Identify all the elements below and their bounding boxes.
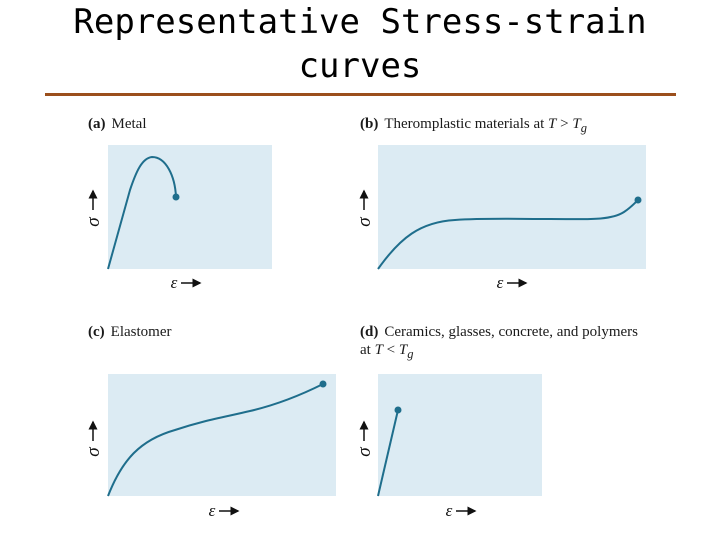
panel-d-curve <box>377 409 399 497</box>
panel-b-x-axis-symbol: ε <box>497 273 504 292</box>
panel-b-sub: g <box>580 121 587 135</box>
panel-c-y-axis-symbol: σ <box>83 447 104 457</box>
panel-d-title-line1: Ceramics, glasses, concrete, and polymer… <box>384 324 639 340</box>
panel-c-label: (c) Elastomer <box>88 323 171 341</box>
panel-b-sym: T <box>572 116 581 132</box>
panel-b-letter: (b) <box>360 116 379 132</box>
panel-b-var: T <box>548 116 557 132</box>
panel-d-op: < <box>382 342 399 358</box>
panel-c-x-axis-symbol: ε <box>209 501 216 520</box>
panel-a-fracture-point <box>172 193 180 201</box>
panel-a-letter: (a) <box>88 116 106 132</box>
panel-d-y-axis-symbol: σ <box>354 447 375 457</box>
panel-d-letter: (d) <box>360 324 379 340</box>
panel-c-fracture-point <box>319 380 327 388</box>
panel-c-curve <box>107 383 324 497</box>
panel-b-title: Theromplastic materials at <box>384 116 549 132</box>
panel-b-label: (b) Theromplastic materials at T > Tg <box>360 115 587 137</box>
panel-b-op: > <box>556 116 573 132</box>
panel-d-sym: T <box>398 342 408 358</box>
panel-b-fracture-point <box>634 196 642 204</box>
panel-a-curve <box>107 155 177 270</box>
panel-d-x-axis-symbol: ε <box>446 501 453 520</box>
panel-a-plot-area <box>108 145 272 269</box>
panel-a-y-axis-symbol: σ <box>83 217 104 227</box>
title-rule <box>45 93 676 96</box>
panel-d-sub: g <box>407 347 414 361</box>
panel-c-plot-area <box>108 374 336 496</box>
panel-b-y-axis-symbol: σ <box>354 217 375 227</box>
panel-d-title-line2: at <box>360 342 375 358</box>
panel-d-plot-area <box>378 374 542 496</box>
panel-c-title: Elastomer <box>110 324 172 340</box>
panel-a-title: Metal <box>111 116 147 132</box>
panel-d-fracture-point <box>394 406 402 414</box>
panel-a-x-axis-symbol: ε <box>171 273 178 292</box>
panel-d-var: T <box>374 342 383 358</box>
panel-b-plot-area <box>378 145 646 269</box>
panel-c-letter: (c) <box>88 324 105 340</box>
panel-d-label: (d) Ceramics, glasses, concrete, and poly… <box>360 323 638 363</box>
panel-b-curve <box>377 199 639 270</box>
panel-a-label: (a) Metal <box>88 115 147 133</box>
slide-title: Representative Stress-strain curves <box>73 2 647 86</box>
